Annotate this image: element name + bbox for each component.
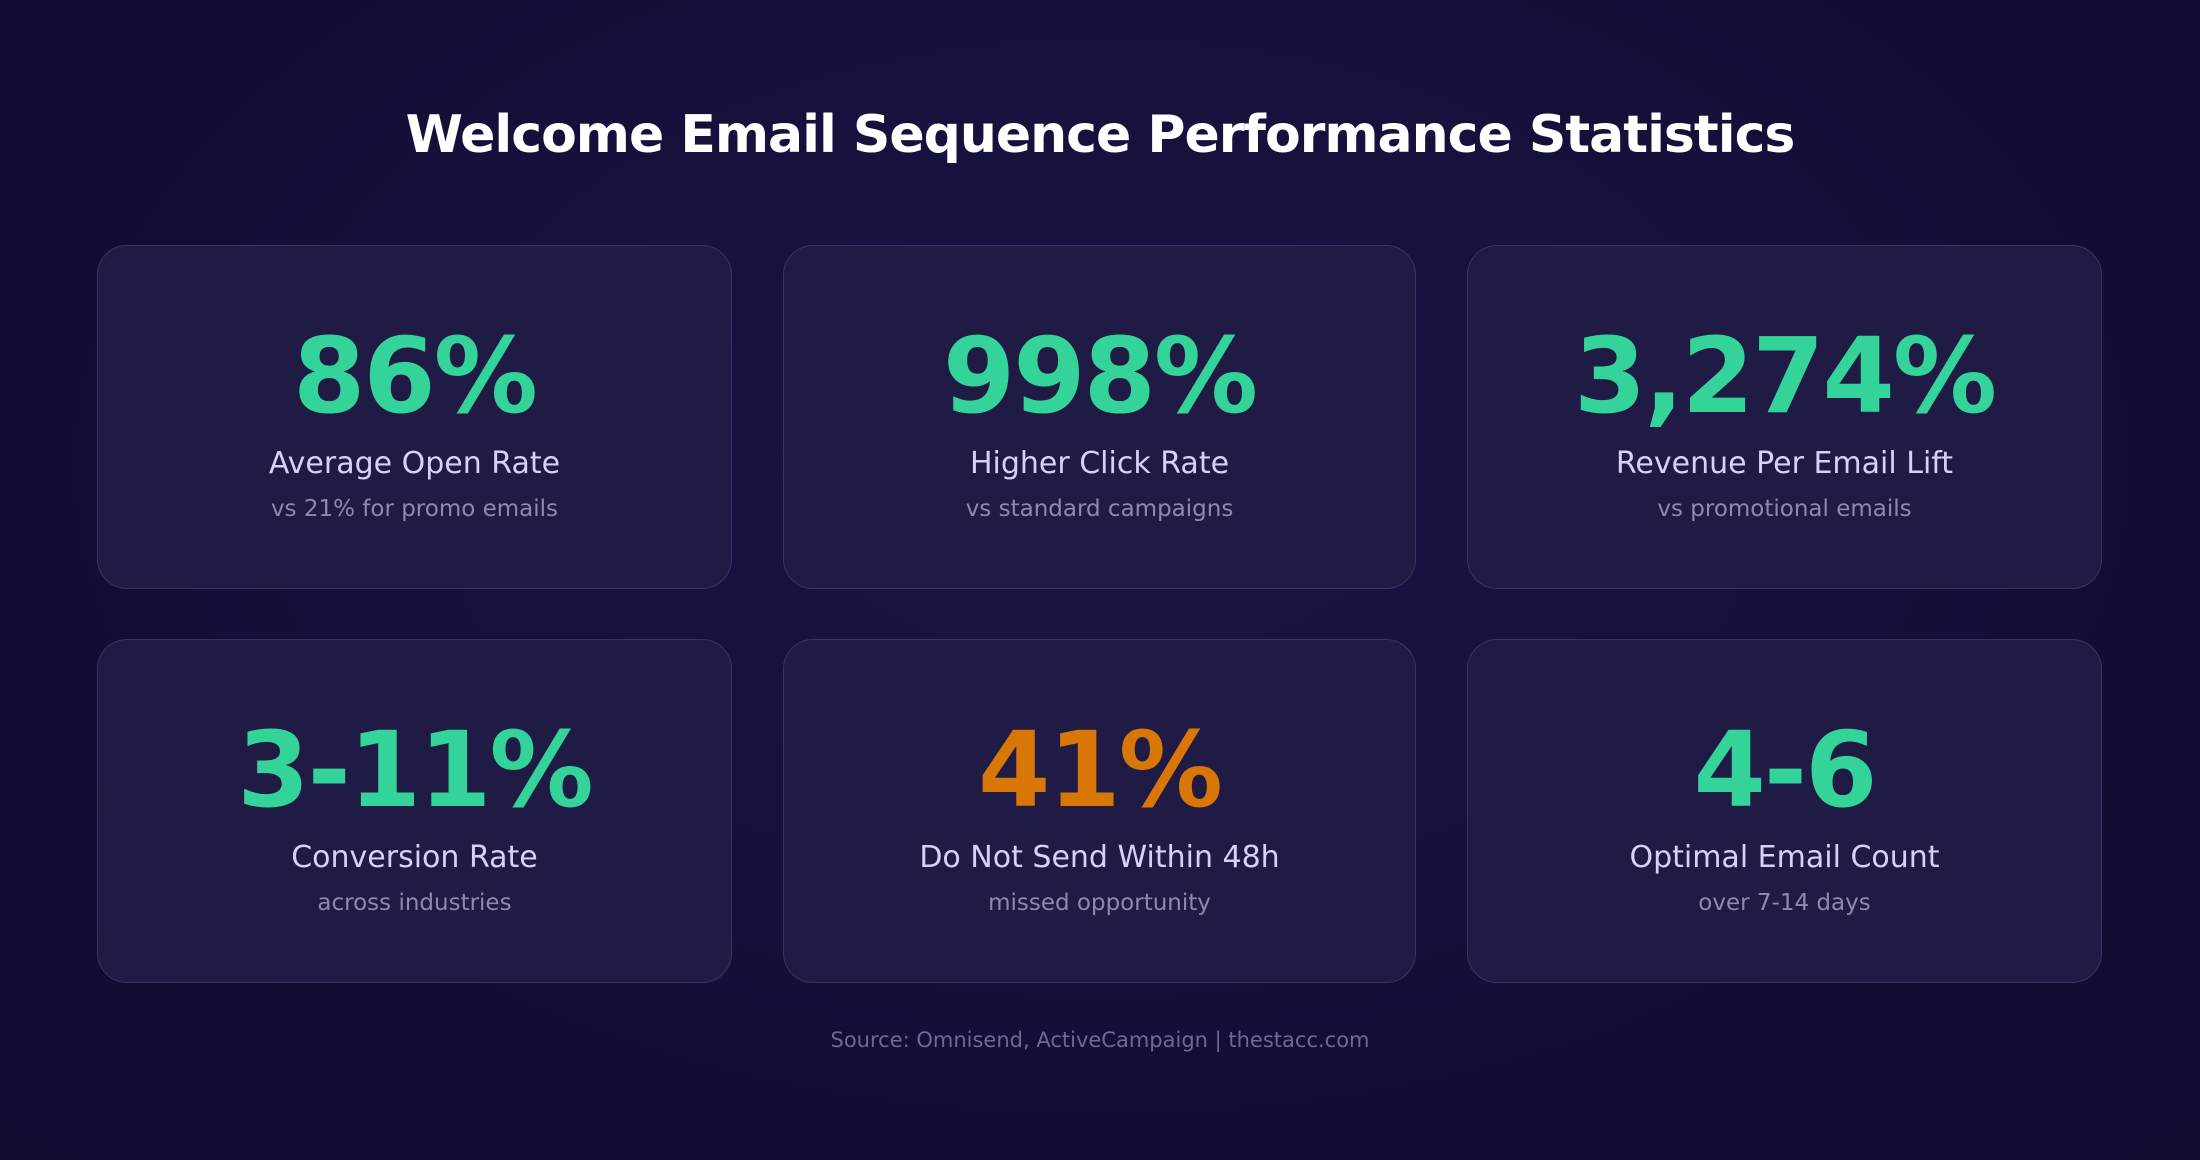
stat-label: Conversion Rate	[291, 840, 538, 875]
stat-value: 86%	[293, 315, 538, 437]
stat-note: vs promotional emails	[1657, 496, 1912, 522]
stat-label: Do Not Send Within 48h	[919, 840, 1280, 875]
stat-value: 4-6	[1693, 709, 1878, 831]
stat-note: across industries	[317, 890, 512, 916]
stat-label: Revenue Per Email Lift	[1615, 446, 1954, 481]
stat-card: 41% Do Not Send Within 48h missed opportun…	[783, 639, 1416, 983]
stat-label: Optimal Email Count	[1629, 840, 1940, 875]
stat-value: 41%	[978, 709, 1223, 831]
title: Welcome Email Sequence Performance Stati…	[405, 105, 1796, 165]
stat-card: 4-6 Optimal Email Count over 7-14 days	[1467, 639, 2102, 983]
stat-label: Average Open Rate	[268, 446, 561, 481]
stat-note: vs 21% for promo emails	[270, 496, 559, 522]
stat-card: 998% Higher Click Rate vs standard campaig…	[783, 245, 1416, 589]
stat-card: 3,274% Revenue Per Email Lift vs promotion…	[1467, 245, 2102, 589]
stat-value: 3-11%	[237, 709, 593, 831]
card-grid: 86% Average Open Rate vs 21% for promo ema…	[97, 245, 2102, 983]
stat-value: 998%	[942, 315, 1258, 437]
stat-card: 3-11% Conversion Rate across industries	[97, 639, 732, 983]
stat-note: over 7-14 days	[1698, 890, 1871, 916]
stat-value: 3,274%	[1573, 315, 1997, 437]
stat-label: Higher Click Rate	[969, 446, 1230, 481]
stat-note: missed opportunity	[988, 890, 1211, 916]
stat-note: vs standard campaigns	[965, 496, 1234, 522]
source: Source: Omnisend, ActiveCampaign | thest…	[830, 1028, 1370, 1052]
stat-card: 86% Average Open Rate vs 21% for promo ema…	[97, 245, 732, 589]
